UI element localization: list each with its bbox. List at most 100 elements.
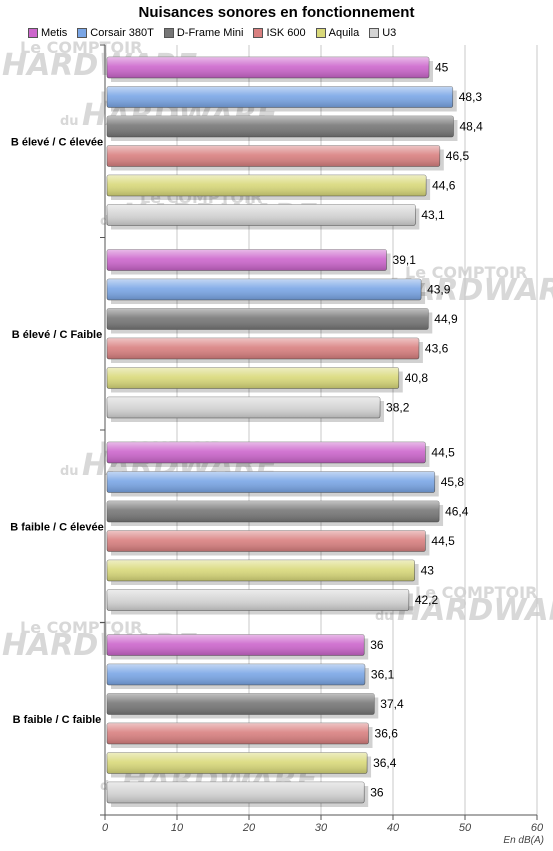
bar (106, 367, 403, 393)
legend-item: Aquila (315, 24, 360, 42)
bar (106, 396, 385, 422)
bars (106, 56, 458, 807)
legend-swatch (163, 28, 174, 38)
data-label: 36 (370, 786, 384, 800)
data-label: 44,5 (431, 534, 455, 548)
bar-shine (107, 664, 365, 685)
bar-shine (107, 249, 387, 271)
bar (106, 634, 369, 660)
legend-label: U3 (382, 27, 397, 39)
bar (106, 308, 433, 334)
category-label: B élevé / C élevée (11, 136, 103, 148)
legend-swatch (77, 28, 88, 38)
bar-shine (107, 530, 426, 552)
gridlines (176, 45, 538, 815)
data-label: 36,6 (375, 727, 399, 741)
data-label: 44,9 (434, 312, 458, 326)
bar (106, 663, 369, 689)
watermark-text: du (60, 114, 79, 129)
x-axis-label: En dB(A) (503, 835, 544, 846)
bar-shine (107, 442, 426, 463)
bar-shine (107, 57, 429, 78)
bar (106, 145, 444, 171)
bar (106, 174, 431, 200)
legend-label: Corsair 380T (90, 27, 154, 39)
bar-shine (107, 279, 422, 300)
data-label: 46,5 (446, 149, 470, 163)
watermark-text: Le COMPTOIR (415, 583, 537, 602)
legend-swatch (28, 28, 38, 38)
watermark-text: Le COMPTOIR (20, 618, 142, 637)
legend-label: Aquila (328, 27, 360, 39)
data-label: 36,1 (371, 668, 395, 682)
x-tick-label: 50 (459, 822, 472, 834)
bar-shine (107, 86, 453, 108)
legend-swatch (253, 28, 264, 38)
bar-shine (107, 308, 429, 330)
bar-shine (107, 397, 381, 418)
bar-shine (107, 367, 399, 389)
watermark-text: du (60, 464, 79, 479)
x-tick-label: 30 (315, 822, 328, 834)
bar-shine (107, 752, 368, 774)
bar-shine (107, 116, 454, 137)
chart-title: Nuisances sonores en fonctionnement (138, 4, 415, 21)
bar (106, 337, 423, 363)
x-tick-label: 0 (102, 822, 109, 834)
data-label: 44,5 (431, 446, 455, 460)
bar-shine (107, 634, 365, 656)
x-tick-label: 60 (531, 822, 544, 834)
data-label: 37,4 (380, 697, 404, 711)
data-label: 43,1 (421, 208, 445, 222)
legend-item: U3 (369, 24, 396, 42)
legend-swatch (315, 28, 326, 38)
bar-shine (107, 145, 440, 167)
bar (106, 441, 430, 467)
bar-shine (107, 560, 415, 581)
x-tick-label: 10 (171, 822, 184, 834)
bar (106, 471, 439, 497)
legend-item: D-Frame Mini (163, 24, 243, 42)
watermark-text: Le COMPTOIR (405, 263, 527, 282)
x-tick-label: 40 (387, 822, 400, 834)
data-label: 43,6 (425, 342, 449, 356)
bar-shine (107, 723, 369, 744)
data-label: 42,2 (415, 593, 439, 607)
bar-shine (107, 693, 375, 715)
category-label: B faible / C faible (13, 714, 102, 726)
watermark-text: Le COMPTOIR (20, 38, 142, 57)
bar-shine (107, 175, 427, 196)
data-label: 43 (421, 564, 435, 578)
bar (106, 86, 457, 112)
data-label: 48,4 (459, 120, 483, 134)
bar-shine (107, 471, 435, 493)
bar (106, 722, 373, 748)
data-label: 48,3 (459, 90, 483, 104)
bar-shine (107, 782, 365, 803)
data-label: 44,6 (432, 179, 456, 193)
watermark-text: du (375, 609, 394, 624)
bar (106, 115, 458, 141)
category-label: B faible / C élevée (10, 521, 104, 533)
bar-shine (107, 589, 409, 611)
data-label: 39,1 (393, 253, 417, 267)
data-label: 36,4 (373, 756, 397, 770)
data-label: 36 (370, 638, 384, 652)
data-label: 46,4 (445, 505, 469, 519)
watermark-text: HARDWARE (397, 593, 553, 628)
legend-swatch (369, 28, 380, 38)
legend-label: Metis (41, 27, 68, 39)
bar (106, 56, 433, 82)
bar (106, 278, 426, 304)
data-label: 45,8 (441, 475, 465, 489)
x-tick-label: 20 (242, 822, 256, 834)
bar-shine (107, 501, 440, 522)
bar (106, 589, 413, 615)
data-label: 40,8 (405, 371, 429, 385)
data-label: 38,2 (386, 401, 410, 415)
category-label: B élevé / C Faible (12, 329, 102, 341)
bar (106, 249, 391, 275)
bar (106, 500, 444, 526)
